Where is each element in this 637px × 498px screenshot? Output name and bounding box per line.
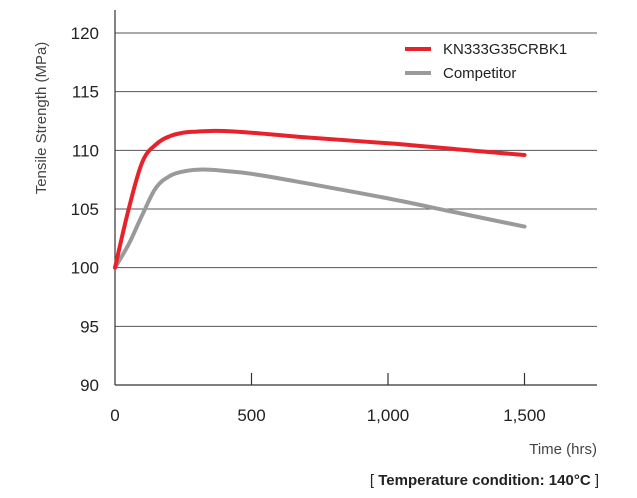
temperature-caption: [ Temperature condition: 140°C ] xyxy=(370,472,599,489)
x-tick-label-1500: 1,500 xyxy=(503,406,546,425)
caption-open-bracket: [ xyxy=(369,472,375,489)
tick-labels: 90 95 100 105 110 115 120 0 500 1,000 1,500 xyxy=(71,24,546,425)
x-tick-label-500: 500 xyxy=(237,406,265,425)
legend-label-competitor: Competitor xyxy=(443,65,516,82)
y-tick-label-120: 120 xyxy=(71,24,99,43)
y-tick-label-105: 105 xyxy=(71,200,99,219)
x-tick-label-1000: 1,000 xyxy=(367,406,410,425)
y-tick-label-100: 100 xyxy=(71,259,99,278)
y-tick-label-110: 110 xyxy=(72,141,99,160)
legend-label-kn333g35crbk1: KN333G35CRBK1 xyxy=(443,41,567,58)
x-tick-label-0: 0 xyxy=(110,406,119,425)
x-axis-title: Time (hrs) xyxy=(529,441,597,458)
y-tick-label-115: 115 xyxy=(72,83,99,102)
series-lines xyxy=(113,128,527,270)
y-tick-label-90: 90 xyxy=(80,376,99,395)
caption-close-bracket: ] xyxy=(594,472,599,489)
series-line-competitor xyxy=(113,167,527,270)
caption-value: 140°C xyxy=(548,472,591,489)
axes xyxy=(114,10,597,386)
y-tick-label-95: 95 xyxy=(80,317,99,336)
legend: KN333G35CRBK1 Competitor xyxy=(405,41,567,82)
y-axis-title: Tensile Strength (MPa) xyxy=(33,42,50,195)
grid-lines xyxy=(115,32,597,327)
caption-label: Temperature condition: xyxy=(378,472,545,489)
series-line-kn333g35crbk1 xyxy=(113,128,527,270)
tensile-strength-chart: 90 95 100 105 110 115 120 0 500 1,000 1,500 Tensil… xyxy=(33,10,597,458)
